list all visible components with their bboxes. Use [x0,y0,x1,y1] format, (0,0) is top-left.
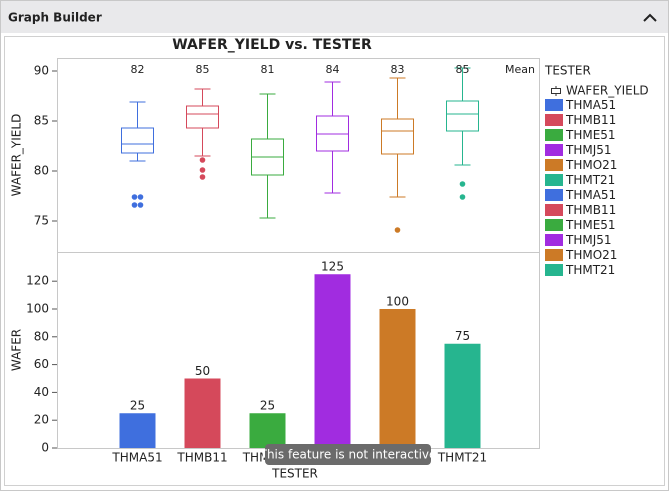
outlier [131,202,138,208]
bar [249,413,286,448]
y-tick-label: 120 [26,274,49,288]
legend-swatch [545,234,563,246]
collapse-caret[interactable] [643,13,657,22]
x-tick-label: THMB11 [176,451,227,465]
outlier [394,227,401,233]
legend-entry: THMB11 [565,113,616,127]
bar [314,274,351,448]
y-tick-label: 90 [34,64,49,78]
mean-value: 85 [196,63,210,76]
bar [184,378,221,448]
legend-box-icon [551,86,561,96]
legend-swatch [545,204,563,216]
box [381,118,414,155]
y-tick-label: 85 [34,114,49,128]
legend-swatch [545,99,563,111]
legend-swatch [545,144,563,156]
outlier [137,194,144,200]
legend-swatch [545,189,563,201]
mean-value: 84 [326,63,340,76]
y-tick-label: 75 [34,214,49,228]
legend-entry: THMO21 [565,248,617,262]
y-axis-title: WAFER [10,329,24,371]
legend-title: TESTER [544,64,591,78]
outlier [199,157,206,163]
legend-entry: THMT21 [565,263,615,277]
legend-group: WAFER_YIELD [566,84,649,98]
legend-entry: THMO21 [565,158,617,172]
y-tick-label: 40 [34,385,49,399]
y-tick-label: 20 [34,413,49,427]
x-tick-label: THMT21 [437,451,487,465]
y-tick-label: 0 [41,441,49,455]
mean-value: 85 [456,63,470,76]
legend-entry: THMJ51 [565,233,612,247]
legend-entry: THME51 [565,128,616,142]
y-tick-label: 80 [34,329,49,343]
header-bar [1,1,668,33]
mean-value: 81 [261,63,275,76]
legend-swatch [545,174,563,186]
outlier [131,194,138,200]
outlier [459,194,466,200]
bar [119,413,156,448]
bar-value-label: 50 [195,364,210,378]
y-tick-label: 60 [34,357,49,371]
x-axis-title: TESTER [271,467,318,481]
mean-value: 83 [391,63,405,76]
legend-entry: THMJ51 [565,143,612,157]
legend-entry: THMA51 [565,98,616,112]
legend-swatch [545,264,563,276]
box [186,105,219,129]
legend-entry: THME51 [565,218,616,232]
bar-value-label: 100 [386,294,409,308]
window-title: Graph Builder [8,11,102,25]
bar-value-label: 75 [455,329,470,343]
bar [444,343,481,448]
legend-swatch [545,159,563,171]
bar-value-label: 25 [130,399,145,413]
legend-entry: THMA51 [565,188,616,202]
mean-value: 82 [131,63,145,76]
legend-entry: THMT21 [565,173,615,187]
bar [379,308,416,448]
legend-swatch [545,249,563,261]
bar-value-label: 125 [321,260,344,274]
legend-entry: THMB11 [565,203,616,217]
legend-swatch [545,114,563,126]
outlier [199,174,206,180]
box [121,127,154,154]
x-tick-label: THMA51 [111,451,162,465]
y-tick-label: 100 [26,301,49,315]
tooltip-text: This feature is not interactive [259,448,437,462]
chart-title: WAFER_YIELD vs. TESTER [172,37,372,53]
tooltip: This feature is not interactive [259,444,437,465]
y-tick-label: 80 [34,164,49,178]
mean-label: Mean [505,63,535,76]
legend-swatch [545,219,563,231]
legend-swatch [545,129,563,141]
outlier [459,181,466,187]
outlier [137,202,144,208]
y-axis-title: WAFER_YIELD [10,114,24,197]
outlier [199,167,206,173]
bar-value-label: 25 [260,399,275,413]
box [446,100,479,132]
